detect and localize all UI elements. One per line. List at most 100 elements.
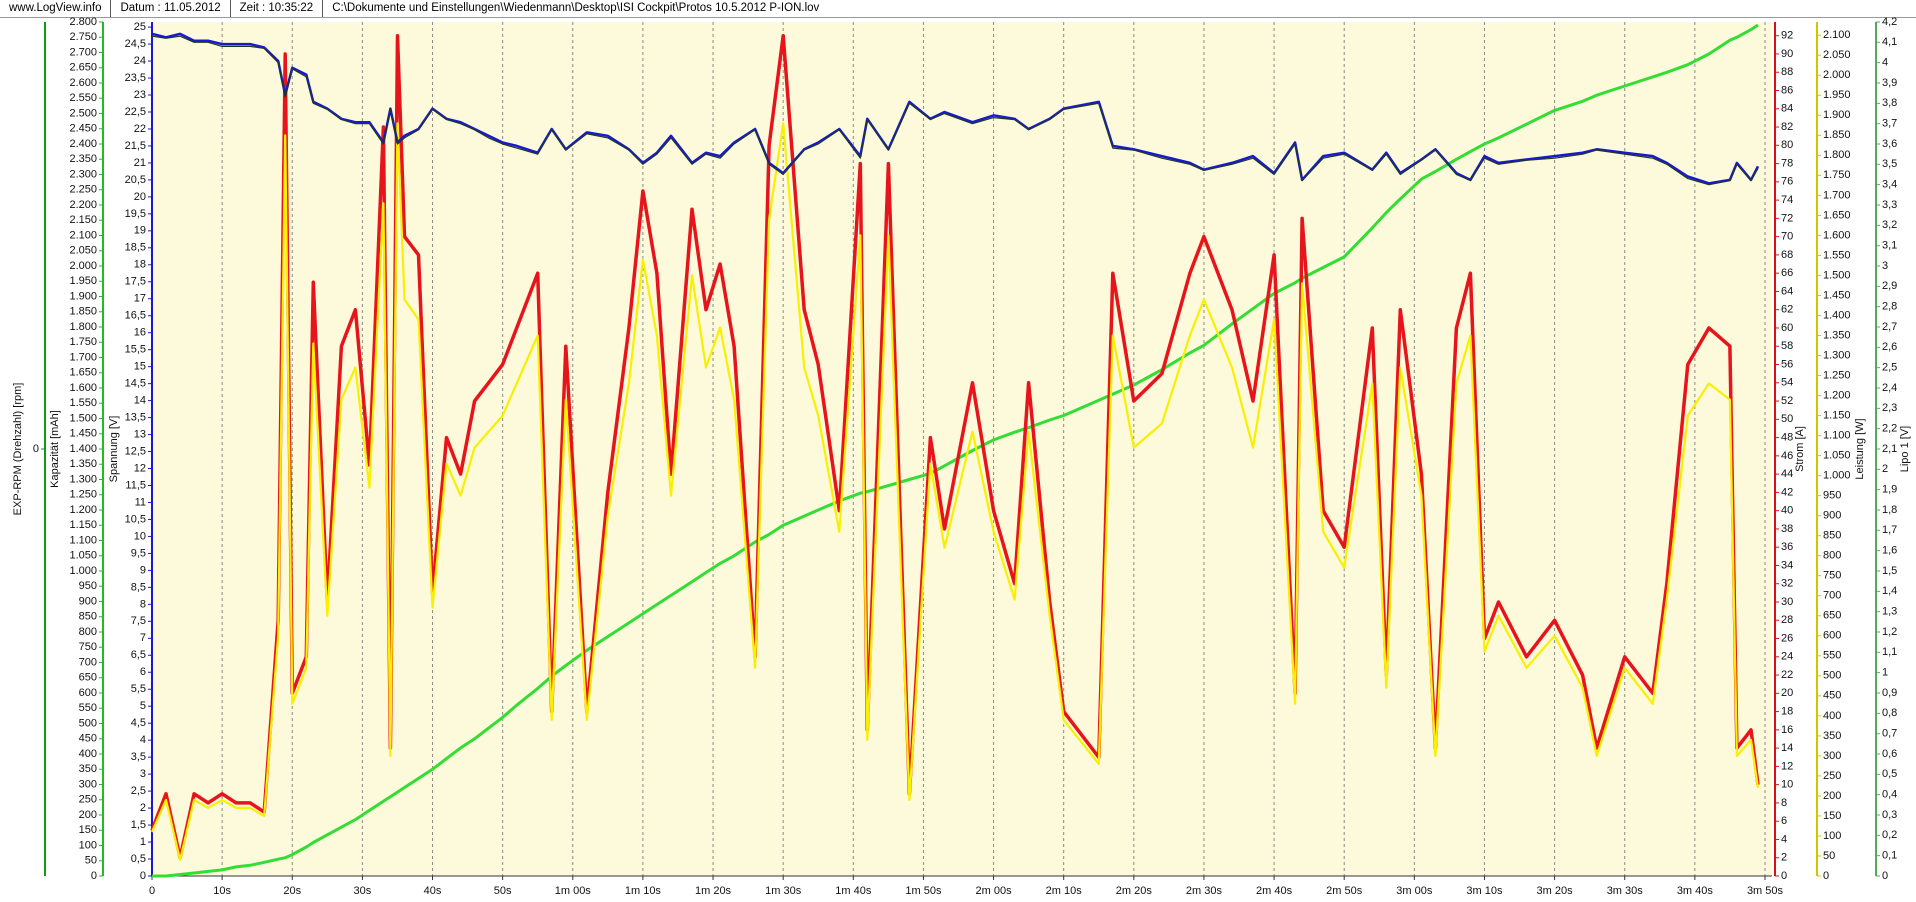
y-tick-label: 2 [140,802,146,814]
y-tick-label: 550 [79,702,97,714]
y-tick-label: 1.700 [1823,189,1851,201]
y-tick-label: 850 [79,611,97,623]
y-tick-label: 2,8 [1882,301,1897,313]
y-tick-label: 3,4 [1882,179,1897,191]
y-tick-label: 8 [140,598,146,610]
y-tick-label: 2,5 [131,785,146,797]
y-tick-label: 22,5 [125,106,146,118]
x-tick-label: 3m 30s [1607,885,1644,897]
y-tick-label: 0,7 [1882,728,1897,740]
file-path: C:\Dokumente und Einstellungen\Wiedenman… [322,0,828,17]
y-tick-label: 200 [79,809,97,821]
y-tick-label: 2,9 [1882,280,1897,292]
header-bar: www.LogView.info Datum : 11.05.2012 Zeit… [0,0,1916,18]
y-tick-label: 1.550 [1823,249,1851,261]
y-tick-label: 900 [79,595,97,607]
time: Zeit : 10:35:22 [229,0,323,17]
x-tick-label: 2m 50s [1326,885,1363,897]
y-tick-label: 0,9 [1882,687,1897,699]
y-tick-label: 1.950 [1823,89,1851,101]
y-tick-label: 1,5 [1882,565,1897,577]
y-tick-label: 16,5 [125,310,146,322]
y-tick-label: 1.850 [1823,129,1851,141]
y-tick-label: 23 [134,89,146,101]
y-tick-label: 1.100 [69,534,97,546]
series-line [151,32,1760,185]
y-tick-label: 1.450 [69,428,97,440]
y-axis-title: Strom [A] [1794,426,1806,472]
y-tick-label: 1.000 [1823,470,1851,482]
x-tick-label: 1m 30s [765,885,802,897]
y-tick-label: 1.050 [69,550,97,562]
y-tick-label: 850 [1823,530,1841,542]
y-tick-label: 9 [140,564,146,576]
y-tick-label: 62 [1781,304,1793,316]
x-tick-label: 20s [283,885,301,897]
y-tick-label: 0,2 [1882,829,1897,841]
y-tick-label: 1.600 [69,382,97,394]
y-tick-label: 1.150 [69,519,97,531]
y-tick-label: 3,1 [1882,240,1897,252]
date: Datum : 11.05.2012 [110,0,229,17]
y-tick-label: 46 [1781,450,1793,462]
y-tick-label: 1.750 [1823,169,1851,181]
y-tick-label: 1,8 [1882,504,1897,516]
y-tick-label: 2.250 [69,184,97,196]
y-tick-label: 800 [79,626,97,638]
x-tick-label: 3m 20s [1537,885,1574,897]
y-tick-label: 56 [1781,358,1793,370]
y-tick-label: 1.600 [1823,229,1851,241]
y-tick-label: 92 [1781,30,1793,42]
y-tick-label: 20,5 [125,174,146,186]
y-tick-label: 13 [134,428,146,440]
y-tick-label: 750 [79,641,97,653]
y-tick-label: 2.550 [69,92,97,104]
y-tick-label: 2.400 [69,138,97,150]
y-tick-label: 400 [1823,710,1841,722]
y-tick-label: 350 [79,763,97,775]
series-line [150,122,1760,862]
y-tick-label: 24 [134,55,146,67]
y-tick-label: 42 [1781,486,1793,498]
y-tick-label: 1.250 [69,489,97,501]
y-tick-label: 10,5 [125,513,146,525]
y-tick-label: 38 [1781,523,1793,535]
y-tick-label: 1.200 [1823,389,1851,401]
y-tick-label: 2,5 [1882,362,1897,374]
y-tick-label: 1.450 [1823,289,1851,301]
y-tick-label: 6 [1781,815,1787,827]
y-tick-label: 24,5 [125,38,146,50]
y-tick-label: 450 [1823,690,1841,702]
y-tick-label: 2.600 [69,77,97,89]
y-tick-label: 54 [1781,377,1793,389]
y-tick-label: 14 [1781,742,1793,754]
y-tick-label: 1.750 [69,336,97,348]
y-tick-label: 2.650 [69,62,97,74]
y-tick-label: 26 [1781,632,1793,644]
y-tick-label: 2.200 [69,199,97,211]
y-tick-label: 250 [79,794,97,806]
y-tick-label: 1 [1882,667,1888,679]
y-tick-label: 1.500 [1823,269,1851,281]
y-tick-label: 2 [1781,852,1787,864]
y-tick-label: 3,5 [131,751,146,763]
y-tick-label: 0,5 [131,853,146,865]
y-tick-label: 1.900 [1823,109,1851,121]
y-tick-label: 86 [1781,84,1793,96]
y-tick-label: 2 [1882,463,1888,475]
y-tick-label: 2,4 [1882,382,1897,394]
y-tick-label: 2,6 [1882,341,1897,353]
y-tick-label: 12 [1781,760,1793,772]
y-tick-label: 3 [140,768,146,780]
y-tick-label: 2.100 [1823,29,1851,41]
y-tick-label: 14 [134,395,146,407]
y-tick-label: 16 [1781,724,1793,736]
y-tick-label: 0 [1781,870,1787,882]
y-tick-label: 500 [1823,670,1841,682]
y-tick-label: 74 [1781,194,1793,206]
y-tick-label: 34 [1781,559,1793,571]
y-tick-label: 700 [1823,590,1841,602]
y-tick-label: 2.050 [69,245,97,257]
y-tick-label: 2,7 [1882,321,1897,333]
